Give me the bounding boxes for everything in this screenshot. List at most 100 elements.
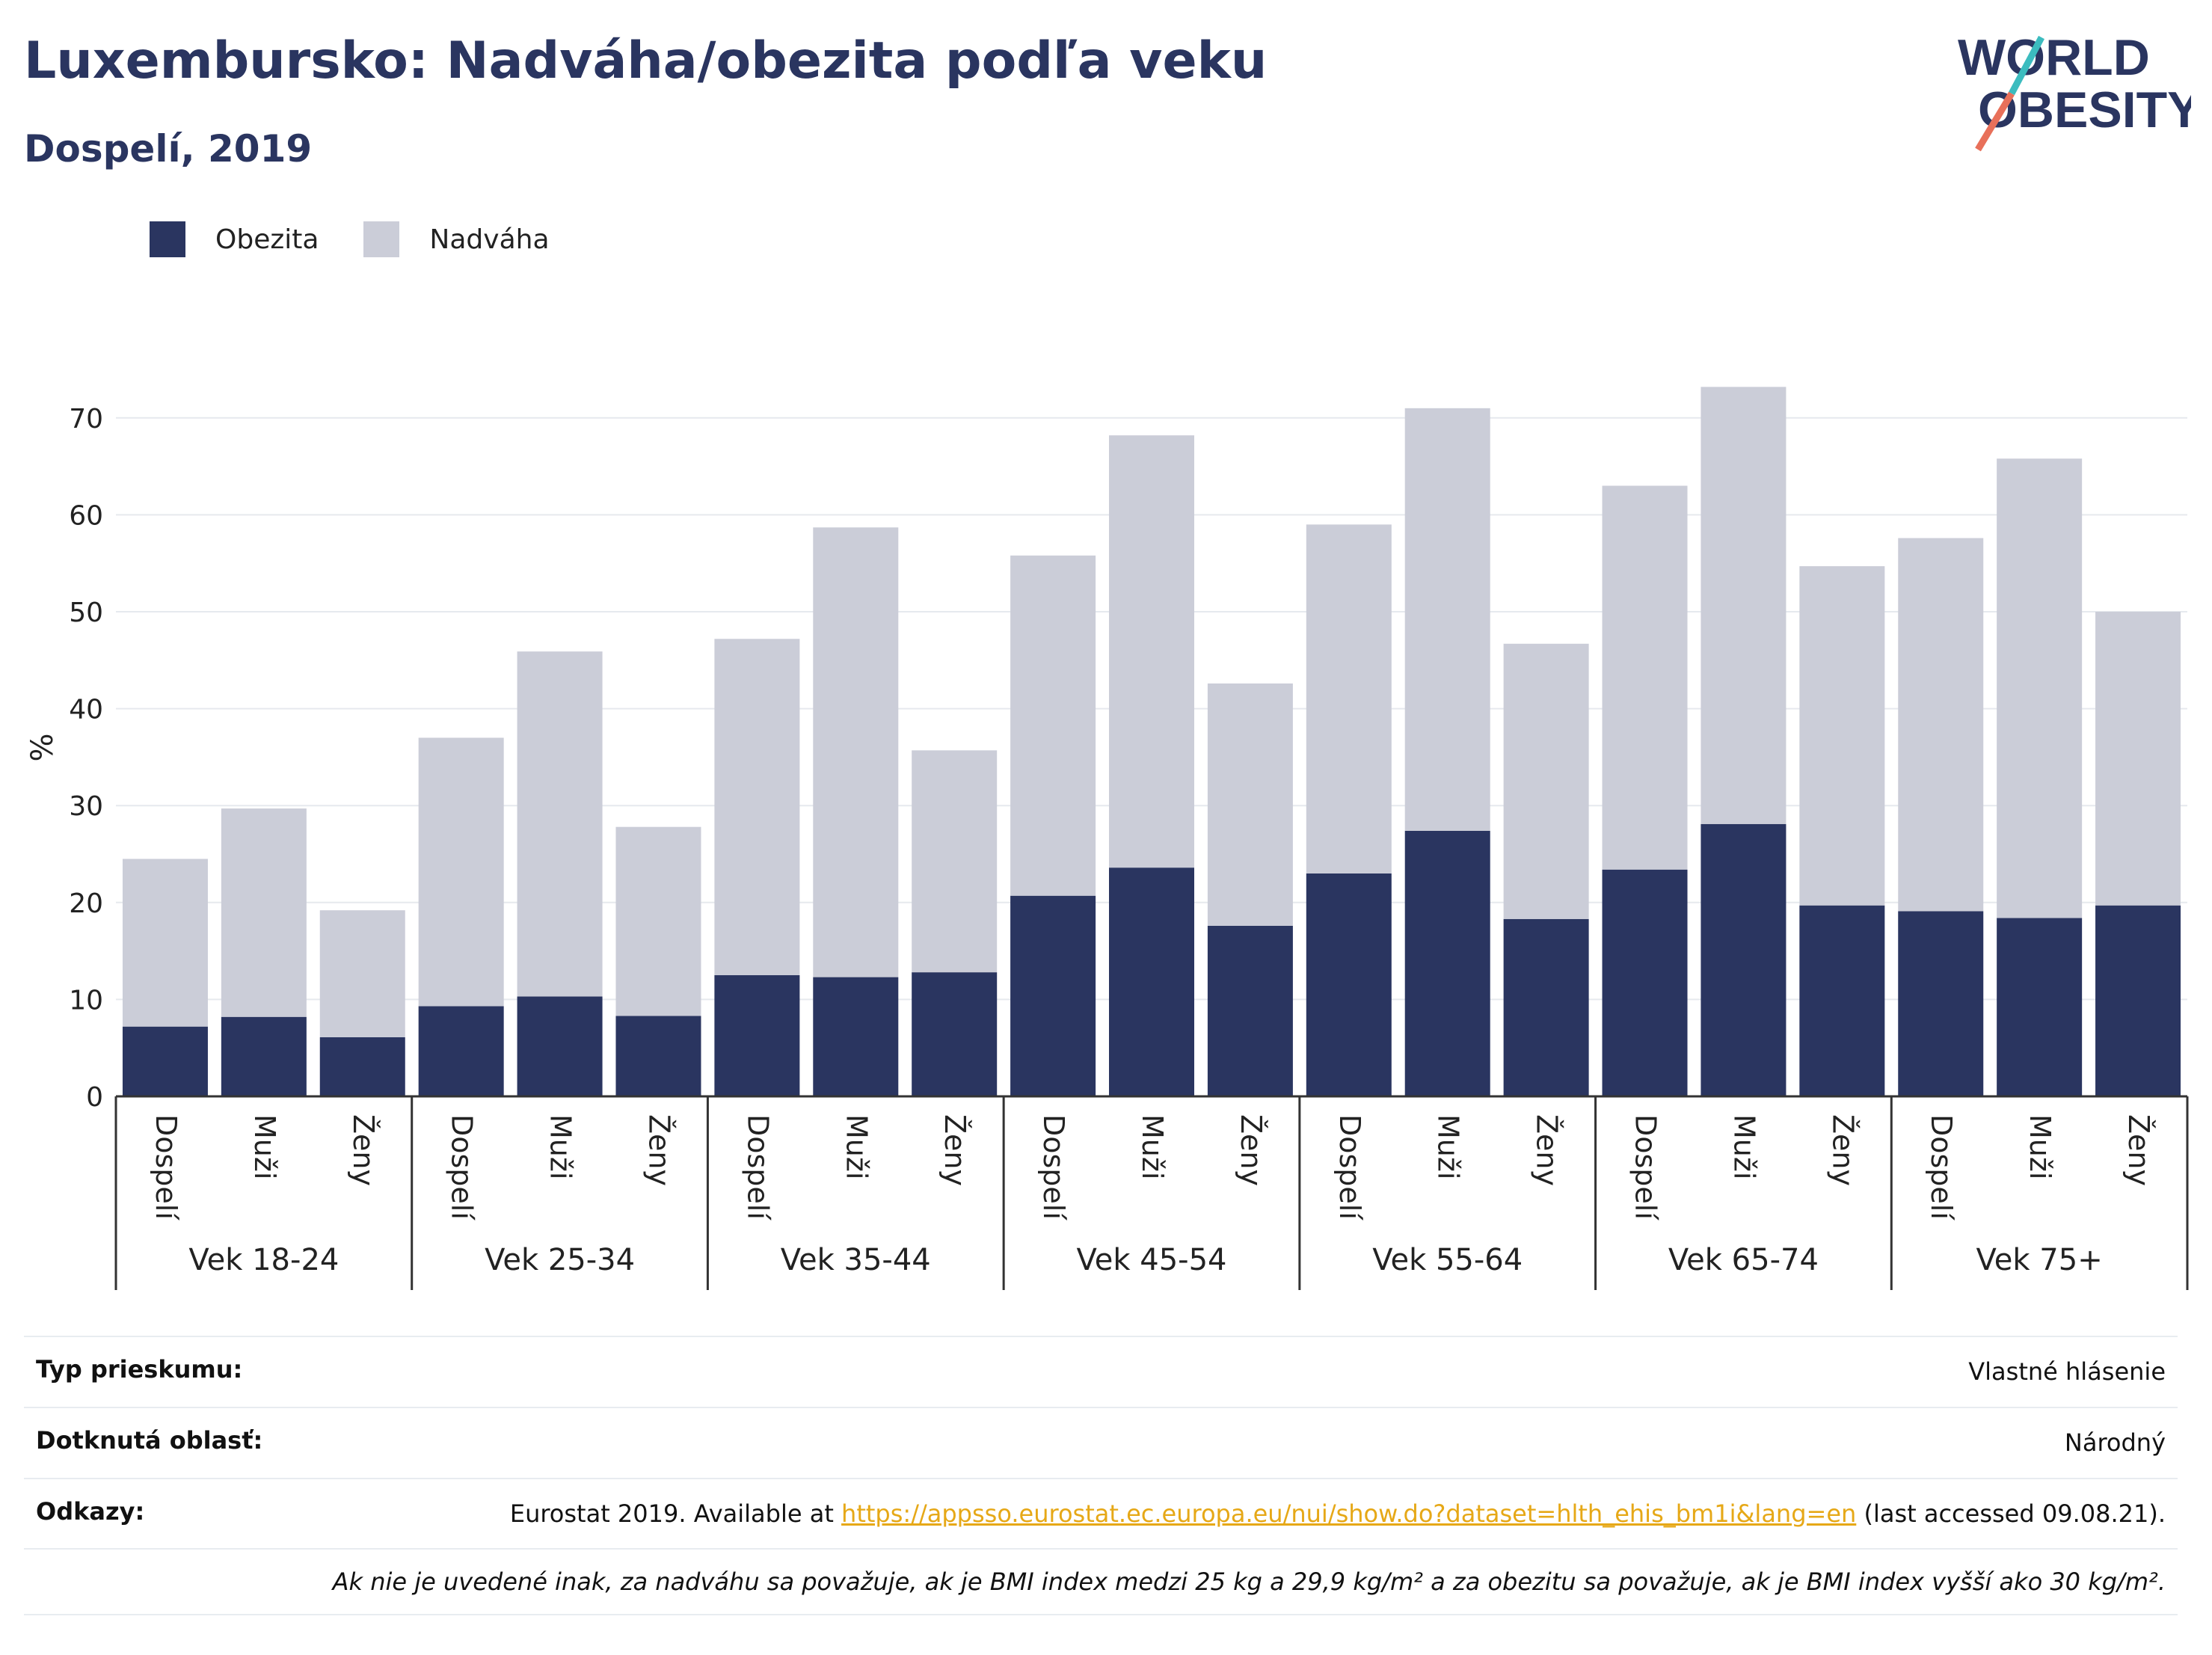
bar-overweight-0 (122, 859, 208, 1027)
legend-label-obesity: Obezita (215, 224, 319, 255)
bar-obesity-12 (1306, 873, 1392, 1096)
bar-obesity-19 (1997, 918, 2083, 1096)
logo-slash-teal (2009, 35, 2044, 96)
y-tick-label-70: 70 (69, 404, 103, 435)
bar-obesity-9 (1010, 895, 1096, 1096)
y-tick-label-60: 60 (69, 500, 103, 531)
bar-overweight-13 (1404, 408, 1490, 831)
x-tick-label-12: Dospelí (1333, 1114, 1366, 1220)
x-tick-label-20: Ženy (2122, 1114, 2155, 1186)
x-tick-label-19: Muži (2024, 1114, 2056, 1179)
bar-overweight-10 (1109, 435, 1194, 868)
bar-obesity-18 (1898, 911, 1984, 1096)
info-row-references: Odkazy: Eurostat 2019. Available at http… (24, 1477, 2178, 1549)
bar-obesity-6 (714, 975, 800, 1096)
bar-obesity-3 (418, 1006, 504, 1096)
references-suffix: (last accessed 09.08.21). (1856, 1499, 2166, 1528)
bar-obesity-5 (615, 1016, 701, 1096)
x-tick-label-8: Ženy (938, 1114, 971, 1186)
references-link[interactable]: https://appsso.eurostat.ec.europa.eu/nui… (841, 1499, 1857, 1528)
x-tick-label-7: Muži (840, 1114, 873, 1179)
x-tick-label-11: Ženy (1235, 1114, 1268, 1186)
x-tick-label-13: Muži (1432, 1114, 1465, 1179)
legend-label-overweight: Nadváha (429, 224, 550, 255)
y-tick-label-10: 10 (69, 985, 103, 1016)
x-tick-label-6: Dospelí (741, 1114, 774, 1220)
bar-overweight-4 (517, 651, 603, 997)
survey-type-value: Vlastné hlásenie (1968, 1357, 2166, 1386)
group-label-0: Vek 18-24 (188, 1243, 339, 1277)
info-row-note: Ak nie je uvedené inak, za nadváhu sa po… (24, 1548, 2178, 1616)
x-tick-label-14: Ženy (1531, 1114, 1564, 1186)
y-tick-label-0: 0 (86, 1082, 103, 1113)
stacked-bar-chart: 0 10 20 30 40 50 60 70% Dospelí Muži Ženy Dospelí Mu… (25, 387, 2189, 1290)
y-tick-label-30: 30 (69, 791, 103, 822)
bar-obesity-13 (1404, 830, 1490, 1096)
bar-overweight-6 (714, 639, 800, 975)
y-axis-label: % (25, 733, 60, 761)
group-label-3: Vek 45-54 (1077, 1243, 1227, 1277)
bar-overweight-1 (221, 808, 307, 1017)
x-tick-label-17: Ženy (1826, 1114, 1859, 1186)
x-tick-label-16: Muži (1727, 1114, 1760, 1179)
bar-overweight-11 (1207, 683, 1293, 926)
x-tick-label-3: Dospelí (446, 1114, 479, 1220)
group-label-5: Vek 65-74 (1668, 1243, 1819, 1277)
bar-obesity-8 (912, 972, 998, 1096)
logo-slash-coral (1975, 91, 2015, 152)
bar-obesity-1 (221, 1016, 307, 1096)
logo-text-world: WORLD (1958, 29, 2150, 86)
x-tick-label-0: Dospelí (150, 1114, 182, 1220)
references-prefix: Eurostat 2019. Available at (509, 1499, 842, 1528)
bar-obesity-7 (813, 977, 899, 1096)
bar-overweight-2 (319, 910, 405, 1037)
bar-overweight-18 (1898, 538, 1984, 912)
bar-overweight-3 (418, 737, 504, 1007)
y-tick-label-40: 40 (69, 695, 103, 725)
chart-title: Luxembursko: Nadváha/obezita podľa veku (24, 31, 1268, 90)
bar-overweight-7 (813, 527, 899, 977)
group-label-6: Vek 75+ (1976, 1243, 2103, 1277)
info-row-area: Dotknutá oblasť: Národný (24, 1406, 2178, 1478)
bar-overweight-14 (1503, 643, 1589, 919)
area-value: Národný (2064, 1428, 2166, 1457)
bar-overweight-15 (1602, 485, 1688, 870)
bar-obesity-20 (2095, 905, 2181, 1096)
bar-overweight-19 (1997, 458, 2083, 918)
legend-swatch-overweight (363, 221, 400, 257)
bar-obesity-15 (1602, 869, 1688, 1096)
x-tick-label-4: Muži (544, 1114, 577, 1179)
bar-obesity-10 (1109, 868, 1194, 1096)
bar-obesity-0 (122, 1026, 208, 1096)
legend-item-obesity: Obezita (150, 221, 319, 257)
bar-obesity-11 (1207, 925, 1293, 1096)
x-tick-label-5: Ženy (642, 1114, 675, 1186)
bar-obesity-4 (517, 996, 603, 1096)
x-tick-label-18: Dospelí (1925, 1114, 1958, 1220)
bar-overweight-17 (1799, 566, 1885, 906)
bar-obesity-2 (319, 1037, 405, 1096)
bar-obesity-17 (1799, 905, 1885, 1096)
bar-overweight-8 (912, 750, 998, 973)
references-label: Odkazy: (36, 1496, 145, 1526)
group-label-1: Vek 25-34 (485, 1243, 635, 1277)
x-tick-label-1: Muži (248, 1114, 281, 1179)
bar-obesity-14 (1503, 918, 1589, 1096)
bar-overweight-16 (1701, 387, 1787, 824)
x-tick-label-2: Ženy (347, 1114, 380, 1186)
bmi-note: Ak nie je uvedené inak, za nadváhu sa po… (332, 1568, 2166, 1597)
bar-overweight-5 (615, 826, 701, 1016)
info-row-survey: Typ prieskumu: Vlastné hlásenie (24, 1336, 2178, 1407)
survey-type-label: Typ prieskumu: (36, 1355, 243, 1384)
chart-legend: Obezita Nadváha (150, 221, 595, 257)
y-tick-label-50: 50 (69, 598, 103, 628)
x-tick-label-9: Dospelí (1037, 1114, 1070, 1220)
info-table: Typ prieskumu: Vlastné hlásenie Dotknutá… (24, 1336, 2178, 1616)
legend-item-overweight: Nadváha (363, 221, 550, 257)
bar-overweight-9 (1010, 555, 1096, 896)
bar-overweight-12 (1306, 524, 1392, 873)
group-label-2: Vek 35-44 (781, 1243, 931, 1277)
x-tick-label-15: Dospelí (1629, 1114, 1662, 1220)
group-label-4: Vek 55-64 (1372, 1243, 1523, 1277)
area-label: Dotknutá oblasť: (36, 1425, 263, 1455)
